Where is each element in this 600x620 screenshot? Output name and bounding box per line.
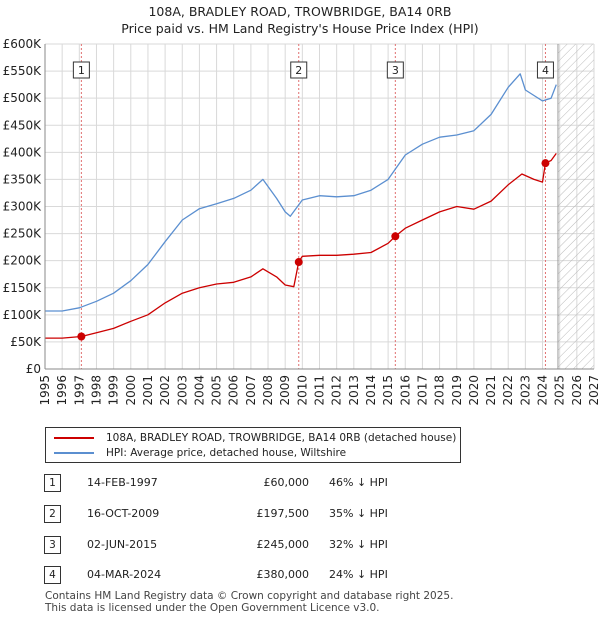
x-tick-label: 2026 [570,375,584,406]
x-tick-label: 2011 [313,375,327,406]
sale-date: 04-MAR-2024 [87,568,162,581]
sale-hpi-diff: 35% ↓ HPI [329,507,388,520]
x-tick-label: 2015 [381,375,395,406]
x-tick-label: 2022 [501,375,515,406]
sale-hpi-diff: 24% ↓ HPI [329,568,388,581]
x-tick-label: 2014 [364,375,378,406]
y-tick-label: £250K [3,227,43,241]
x-tick-label: 2016 [398,375,412,406]
legend-label-property: 108A, BRADLEY ROAD, TROWBRIDGE, BA14 0RB… [106,432,457,444]
x-tick-label: 2008 [261,375,275,406]
sale-price: £60,000 [263,476,310,489]
x-tick-label: 1998 [89,375,103,406]
x-tick-label: 2007 [244,375,258,406]
sale-marker-box [536,61,554,79]
sale-price: £380,000 [256,568,310,581]
sale-row: 2 16-OCT-2009 £197,500 35% ↓ HPI [44,505,564,523]
x-tick-label: 2024 [536,375,550,406]
x-tick-label: 2023 [518,375,532,406]
property-series-line [45,153,557,339]
sale-row: 1 14-FEB-1997 £60,000 46% ↓ HPI [44,474,564,492]
y-tick-label: £350K [3,172,43,186]
sale-hpi-diff: 46% ↓ HPI [329,476,388,489]
x-tick-label: 2021 [484,375,498,406]
sale-date: 14-FEB-1997 [87,476,158,489]
y-tick-label: £0 [26,362,41,376]
x-tick-label: 2017 [415,375,429,406]
x-tick-label: 2013 [347,375,361,406]
sale-hpi-diff: 32% ↓ HPI [329,538,388,551]
x-tick-label: 2025 [553,375,567,406]
sale-price: £197,500 [256,507,310,520]
x-tick-label: 2018 [433,375,447,406]
sale-date: 02-JUN-2015 [87,538,158,551]
y-tick-label: £150K [3,281,43,295]
legend-swatch-property [54,437,94,439]
sale-date: 16-OCT-2009 [87,507,160,520]
sale-row: 4 04-MAR-2024 £380,000 24% ↓ HPI [44,566,564,584]
sale-marker-label: 2 [295,64,302,77]
sale-point [77,332,86,341]
legend-label-hpi: HPI: Average price, detached house, Wilt… [106,447,347,459]
x-tick-label: 2002 [158,375,172,406]
chart-legend: 108A, BRADLEY ROAD, TROWBRIDGE, BA14 0RB… [45,427,461,463]
sale-marker-box [386,61,404,79]
x-tick-label: 1997 [72,375,86,406]
sale-number-badge: 4 [44,566,61,584]
footer-copyright: Contains HM Land Registry data © Crown c… [45,590,454,602]
y-tick-label: £200K [3,254,43,268]
sale-row: 3 02-JUN-2015 £245,000 32% ↓ HPI [44,536,564,554]
footer-attribution: Contains HM Land Registry data © Crown c… [45,590,453,614]
sale-marker-label: 4 [542,64,549,77]
x-tick-label: 2001 [141,375,155,406]
sale-price: £245,000 [256,538,310,551]
sale-marker-label: 3 [392,64,399,77]
x-tick-label: 2005 [210,375,224,406]
y-tick-label: £550K [3,64,43,78]
x-tick-label: 2027 [587,375,600,406]
x-tick-label: 2009 [278,375,292,406]
chart-subtitle: Price paid vs. HM Land Registry's House … [121,21,479,36]
sale-marker-label: 1 [78,64,85,77]
footer-licence: This data is licensed under the Open Gov… [45,602,380,614]
x-tick-label: 2020 [467,375,481,406]
sale-marker-box [72,61,90,79]
sale-point [294,258,303,267]
y-tick-label: £300K [3,200,43,214]
x-tick-label: 1999 [107,375,121,406]
sale-number-badge: 1 [44,474,61,492]
hpi-series-line [45,73,557,312]
x-tick-label: 2004 [192,375,206,406]
sale-point [391,232,400,241]
y-tick-label: £400K [3,145,43,159]
legend-swatch-hpi [54,452,94,454]
sale-number-badge: 2 [44,505,61,523]
x-tick-label: 2019 [450,375,464,406]
x-tick-label: 2012 [330,375,344,406]
x-tick-label: 2010 [295,375,309,406]
y-tick-label: £600K [3,37,43,51]
price-chart: 1 2 3 4 £0 £50K £100K £150K £200K £250K £300K £350… [3,37,600,406]
sale-point [541,159,550,168]
sale-marker-box [290,61,308,79]
y-tick-label: £450K [3,118,43,132]
y-tick-label: £50K [10,335,42,349]
y-tick-label: £100K [3,308,43,322]
x-tick-label: 2006 [227,375,241,406]
y-tick-label: £500K [3,91,43,105]
x-tick-label: 1995 [38,375,52,406]
x-tick-label: 1996 [55,375,69,406]
x-tick-label: 2003 [175,375,189,406]
sale-number-badge: 3 [44,536,61,554]
projection-hatch [557,44,594,369]
chart-title: 108A, BRADLEY ROAD, TROWBRIDGE, BA14 0RB [148,4,452,19]
x-tick-label: 2000 [124,375,138,406]
